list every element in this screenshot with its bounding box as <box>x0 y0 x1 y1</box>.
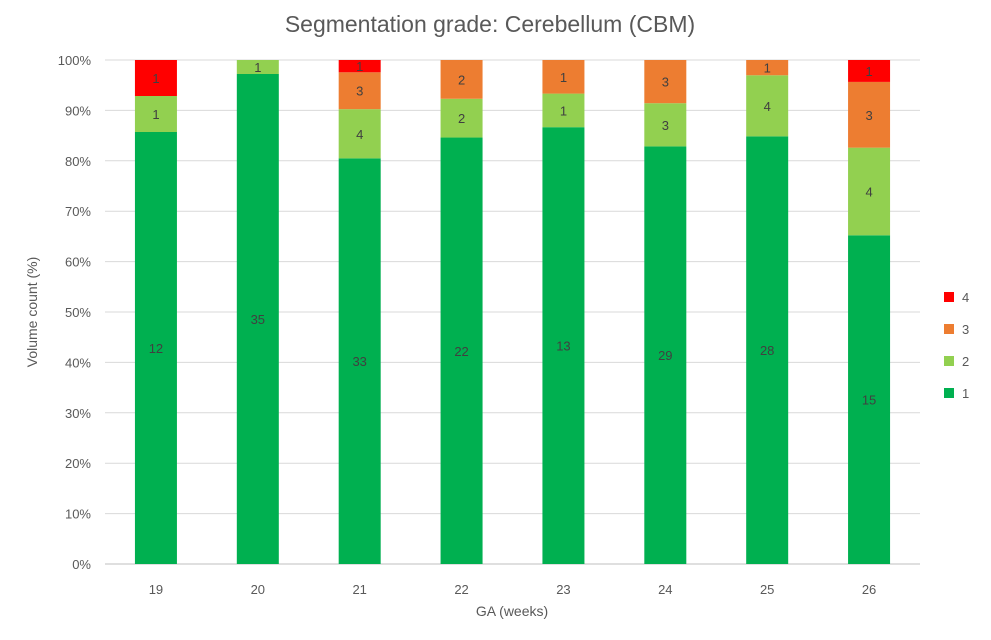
bar-segment-grade-1 <box>746 136 789 564</box>
data-label: 3 <box>662 75 669 90</box>
data-label: 35 <box>251 312 265 327</box>
data-label: 1 <box>560 103 567 118</box>
y-tick-label: 30% <box>65 406 91 421</box>
legend-swatch-1 <box>944 388 954 398</box>
bar-segment-grade-4 <box>848 60 891 82</box>
x-tick-label: 19 <box>149 582 163 597</box>
x-tick-label: 22 <box>454 582 468 597</box>
x-tick-label: 24 <box>658 582 672 597</box>
data-label: 2 <box>458 111 465 126</box>
bar-segment-grade-1 <box>440 137 483 565</box>
legend-label: 4 <box>962 290 969 305</box>
bar-segment-grade-3 <box>644 60 687 104</box>
bar-segment-grade-1 <box>338 158 381 564</box>
data-label: 3 <box>356 84 363 99</box>
chart-title: Segmentation grade: Cerebellum (CBM) <box>285 11 695 37</box>
bar-segment-grade-2 <box>236 60 279 74</box>
y-tick-label: 0% <box>72 557 91 572</box>
y-tick-label: 10% <box>65 507 91 522</box>
bar-segment-grade-1 <box>134 132 177 564</box>
data-label: 3 <box>662 118 669 133</box>
bar-segment-grade-4 <box>338 60 381 73</box>
y-tick-label: 100% <box>58 53 92 68</box>
data-label: 1 <box>764 61 771 76</box>
bar-segment-grade-2 <box>134 96 177 132</box>
bar-segment-grade-1 <box>848 235 891 564</box>
data-label: 1 <box>254 60 261 75</box>
y-tick-label: 50% <box>65 305 91 320</box>
y-tick-label: 60% <box>65 255 91 270</box>
data-label: 2 <box>458 72 465 87</box>
data-label: 1 <box>356 59 363 74</box>
bar-segment-grade-3 <box>746 60 789 76</box>
data-label: 33 <box>352 354 366 369</box>
bar-segment-grade-2 <box>746 75 789 137</box>
bar-segment-grade-2 <box>542 93 585 128</box>
legend-swatch-2 <box>944 356 954 366</box>
data-label: 22 <box>454 344 468 359</box>
y-axis-label: Volume count (%) <box>24 257 40 368</box>
bar-segment-grade-2 <box>338 109 381 159</box>
y-tick-label: 40% <box>65 355 91 370</box>
legend-label: 3 <box>962 322 969 337</box>
data-label: 3 <box>865 108 872 123</box>
data-label: 1 <box>865 64 872 79</box>
bar-segment-grade-2 <box>440 98 483 138</box>
x-tick-label: 23 <box>556 582 570 597</box>
legend-label: 2 <box>962 354 969 369</box>
data-label: 1 <box>152 107 159 122</box>
y-tick-label: 90% <box>65 103 91 118</box>
legend-swatch-4 <box>944 292 954 302</box>
x-tick-label: 20 <box>251 582 265 597</box>
data-label: 15 <box>862 393 876 408</box>
data-label: 4 <box>764 99 771 114</box>
x-tick-label: 26 <box>862 582 876 597</box>
y-tick-label: 20% <box>65 456 91 471</box>
legend-swatch-3 <box>944 324 954 334</box>
bar-segment-grade-3 <box>440 60 483 99</box>
data-label: 4 <box>865 184 872 199</box>
data-label: 28 <box>760 343 774 358</box>
data-label: 12 <box>149 341 163 356</box>
y-tick-label: 80% <box>65 154 91 169</box>
bar-segment-grade-2 <box>644 103 687 147</box>
data-label: 1 <box>152 71 159 86</box>
bar-segment-grade-3 <box>338 72 381 110</box>
data-label: 13 <box>556 339 570 354</box>
bar-segment-grade-2 <box>848 147 891 236</box>
data-label: 1 <box>560 70 567 85</box>
bar-segment-grade-1 <box>542 127 585 564</box>
legend-label: 1 <box>962 386 969 401</box>
x-axis-label: GA (weeks) <box>476 603 548 619</box>
bar-segment-grade-3 <box>542 60 585 94</box>
bar-segment-grade-1 <box>236 74 279 564</box>
x-tick-label: 25 <box>760 582 774 597</box>
bar-segment-grade-1 <box>644 146 687 564</box>
data-label: 29 <box>658 348 672 363</box>
x-tick-label: 21 <box>352 582 366 597</box>
bar-segment-grade-3 <box>848 81 891 148</box>
data-label: 4 <box>356 127 363 142</box>
y-tick-label: 70% <box>65 204 91 219</box>
bar-segment-grade-4 <box>134 60 177 96</box>
